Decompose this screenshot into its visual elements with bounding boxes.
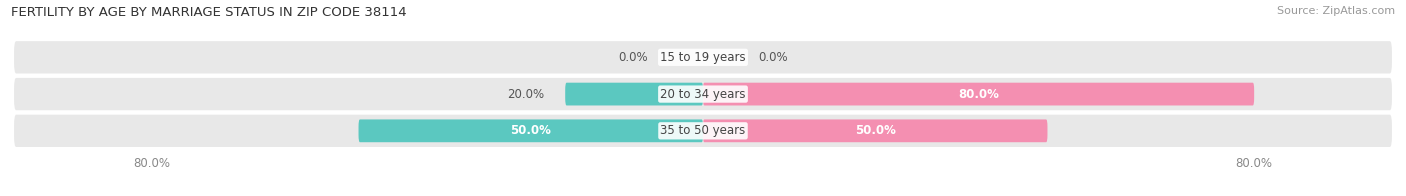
FancyBboxPatch shape bbox=[14, 78, 1392, 110]
Text: Source: ZipAtlas.com: Source: ZipAtlas.com bbox=[1277, 6, 1395, 16]
Text: 0.0%: 0.0% bbox=[758, 51, 787, 64]
Text: 20.0%: 20.0% bbox=[508, 88, 544, 101]
Text: 50.0%: 50.0% bbox=[855, 124, 896, 137]
FancyBboxPatch shape bbox=[14, 41, 1392, 74]
Text: 35 to 50 years: 35 to 50 years bbox=[661, 124, 745, 137]
FancyBboxPatch shape bbox=[703, 119, 1047, 142]
Text: 0.0%: 0.0% bbox=[619, 51, 648, 64]
Text: 15 to 19 years: 15 to 19 years bbox=[661, 51, 745, 64]
Text: 20 to 34 years: 20 to 34 years bbox=[661, 88, 745, 101]
FancyBboxPatch shape bbox=[14, 115, 1392, 147]
Text: FERTILITY BY AGE BY MARRIAGE STATUS IN ZIP CODE 38114: FERTILITY BY AGE BY MARRIAGE STATUS IN Z… bbox=[11, 6, 406, 19]
FancyBboxPatch shape bbox=[703, 83, 1254, 105]
FancyBboxPatch shape bbox=[359, 119, 703, 142]
Text: 80.0%: 80.0% bbox=[957, 88, 1000, 101]
Text: 50.0%: 50.0% bbox=[510, 124, 551, 137]
FancyBboxPatch shape bbox=[565, 83, 703, 105]
